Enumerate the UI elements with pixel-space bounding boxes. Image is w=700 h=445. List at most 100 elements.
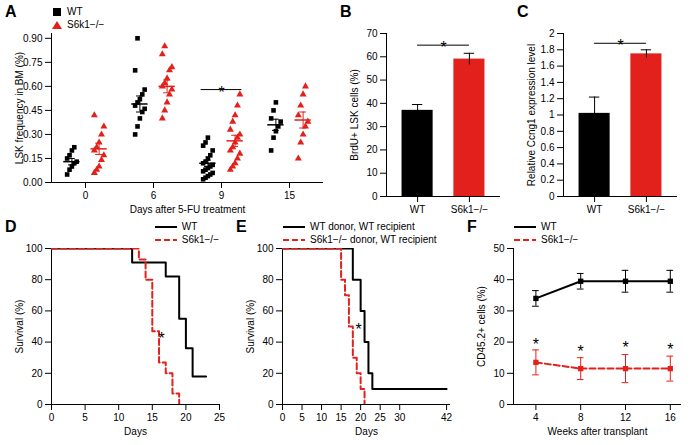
svg-text:15: 15 (336, 412, 348, 423)
html-text:S6k1−/−: S6k1−/− (181, 234, 219, 245)
svg-text:8: 8 (578, 412, 584, 423)
svg-text:20: 20 (262, 368, 274, 379)
svg-text:0.15: 0.15 (23, 153, 43, 164)
svg-text:*: * (440, 39, 446, 56)
svg-text:0.90: 0.90 (23, 33, 43, 44)
svg-text:4: 4 (533, 412, 539, 423)
svg-text:*: * (578, 343, 584, 360)
svg-text:40: 40 (31, 336, 43, 347)
svg-text:30: 30 (366, 121, 378, 132)
svg-text:0.00: 0.00 (23, 177, 43, 188)
html-text:B: B (340, 3, 352, 20)
svg-text:60: 60 (262, 305, 274, 316)
svg-text:30: 30 (493, 305, 505, 316)
svg-text:5: 5 (299, 412, 305, 423)
svg-text:60: 60 (366, 51, 378, 62)
svg-text:60: 60 (31, 305, 43, 316)
svg-text:80: 80 (262, 274, 274, 285)
svg-text:*: * (218, 84, 224, 101)
svg-text:0.45: 0.45 (23, 105, 43, 116)
svg-text:*: * (667, 341, 673, 358)
svg-text:0.75: 0.75 (23, 57, 43, 68)
svg-text:0: 0 (499, 399, 505, 410)
svg-text:Days after 5-FU treatment: Days after 5-FU treatment (130, 204, 246, 215)
svg-text:WT: WT (587, 204, 603, 215)
svg-text:20: 20 (355, 412, 367, 423)
html-text:D: D (5, 218, 17, 235)
svg-text:0.8: 0.8 (541, 126, 555, 137)
svg-text:LSK frequency in BM (%): LSK frequency in BM (%) (14, 52, 25, 164)
svg-text:5: 5 (82, 412, 88, 423)
svg-text:40: 40 (366, 98, 378, 109)
html-text:S6k1−/− donor, WT recipient: S6k1−/− donor, WT recipient (310, 234, 437, 245)
svg-text:50: 50 (366, 74, 378, 85)
svg-text:BrdU+ LSK cells (%): BrdU+ LSK cells (%) (349, 69, 360, 160)
svg-text:80: 80 (31, 274, 43, 285)
svg-text:25: 25 (375, 412, 387, 423)
svg-text:20: 20 (366, 144, 378, 155)
svg-text:0: 0 (83, 190, 89, 201)
svg-text:15: 15 (147, 412, 159, 423)
svg-text:2: 2 (549, 28, 555, 39)
svg-text:0: 0 (37, 399, 43, 410)
svg-text:100: 100 (26, 243, 43, 254)
svg-text:1.6: 1.6 (541, 60, 555, 71)
svg-text:0.30: 0.30 (23, 129, 43, 140)
svg-text:10: 10 (366, 167, 378, 178)
svg-text:0.6: 0.6 (541, 142, 555, 153)
svg-text:CD45.2+ cells (%): CD45.2+ cells (%) (476, 286, 487, 367)
svg-text:1.8: 1.8 (541, 44, 555, 55)
svg-text:1.4: 1.4 (541, 77, 555, 88)
svg-text:50: 50 (493, 243, 505, 254)
svg-text:0: 0 (280, 412, 286, 423)
html-text:A: A (5, 3, 17, 20)
svg-text:0.2: 0.2 (541, 174, 555, 185)
svg-text:1.2: 1.2 (541, 93, 555, 104)
svg-text:0: 0 (549, 191, 555, 202)
svg-text:15: 15 (284, 190, 296, 201)
svg-text:*: * (617, 37, 623, 54)
svg-text:0: 0 (49, 412, 55, 423)
svg-text:10: 10 (113, 412, 125, 423)
svg-text:42: 42 (441, 412, 453, 423)
svg-text:Relative Ccng1 expression leve: Relative Ccng1 expression level (526, 44, 537, 186)
svg-text:9: 9 (219, 190, 225, 201)
svg-text:*: * (622, 339, 628, 356)
svg-text:10: 10 (316, 412, 328, 423)
svg-text:30: 30 (394, 412, 406, 423)
svg-text:20: 20 (493, 336, 505, 347)
svg-text:0: 0 (268, 399, 274, 410)
svg-text:*: * (533, 336, 539, 353)
svg-text:S6k1−/−: S6k1−/− (628, 204, 665, 215)
svg-text:S6k1−/−: S6k1−/− (451, 204, 488, 215)
svg-text:Days: Days (355, 426, 378, 437)
svg-text:20: 20 (31, 368, 43, 379)
svg-text:Survival (%): Survival (%) (14, 300, 25, 354)
svg-text:WT: WT (410, 204, 426, 215)
svg-text:0.60: 0.60 (23, 81, 43, 92)
svg-text:40: 40 (493, 274, 505, 285)
svg-text:Days: Days (124, 426, 147, 437)
html-text:WT: WT (67, 6, 83, 17)
svg-text:100: 100 (257, 243, 274, 254)
svg-text:40: 40 (262, 336, 274, 347)
svg-text:Survival (%): Survival (%) (245, 300, 256, 354)
html-text:WT donor, WT recipient: WT donor, WT recipient (310, 221, 415, 232)
svg-text:*: * (356, 321, 362, 338)
html-text:E: E (236, 218, 247, 235)
svg-text:16: 16 (665, 412, 677, 423)
svg-text:Weeks after transplant: Weeks after transplant (548, 426, 648, 437)
svg-text:0: 0 (372, 191, 378, 202)
svg-text:10: 10 (493, 368, 505, 379)
svg-text:20: 20 (180, 412, 192, 423)
svg-text:1: 1 (549, 109, 555, 120)
svg-text:12: 12 (620, 412, 632, 423)
svg-text:70: 70 (366, 28, 378, 39)
html-text:WT: WT (181, 221, 198, 232)
svg-text:0.4: 0.4 (541, 158, 555, 169)
svg-text:25: 25 (214, 412, 226, 423)
html-text:C: C (517, 3, 529, 20)
html-text:S6k1−/−: S6k1−/− (67, 19, 105, 30)
svg-text:*: * (159, 330, 165, 347)
svg-text:6: 6 (151, 190, 157, 201)
